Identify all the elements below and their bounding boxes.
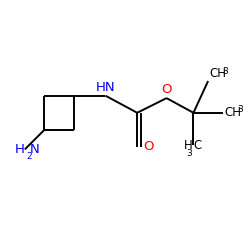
Text: CH: CH (224, 106, 241, 119)
Text: C: C (194, 139, 202, 152)
Text: N: N (30, 143, 40, 156)
Text: H: H (15, 143, 25, 156)
Text: 2: 2 (26, 152, 32, 161)
Text: 3: 3 (223, 67, 228, 76)
Text: O: O (143, 140, 154, 153)
Text: H: H (184, 139, 192, 152)
Text: CH: CH (209, 67, 226, 80)
Text: HN: HN (96, 82, 115, 94)
Text: O: O (161, 83, 172, 96)
Text: 3: 3 (186, 149, 192, 158)
Text: 3: 3 (238, 105, 243, 114)
